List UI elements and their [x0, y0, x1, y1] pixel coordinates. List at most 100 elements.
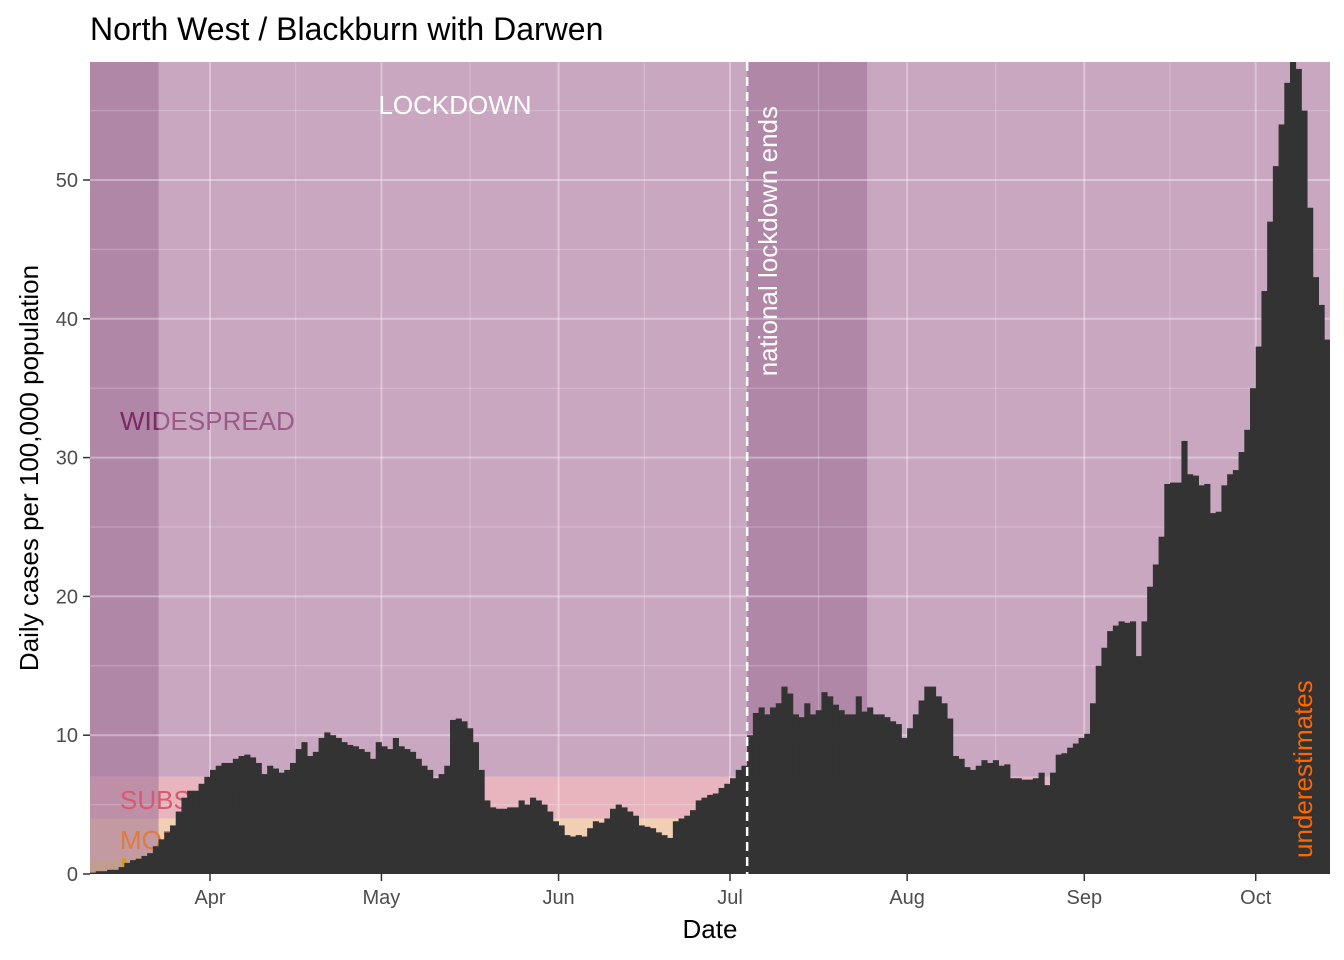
bar — [1118, 621, 1125, 874]
bar — [695, 800, 702, 874]
bar — [741, 765, 748, 874]
bar — [1244, 429, 1251, 874]
bar — [1055, 754, 1062, 874]
bar — [250, 757, 257, 874]
x-tick-label: Jun — [542, 887, 574, 909]
bar — [130, 860, 137, 874]
bar — [930, 686, 937, 874]
bar — [552, 821, 559, 874]
bar — [712, 793, 719, 874]
bar — [1301, 110, 1308, 874]
bar — [1318, 304, 1325, 874]
bar — [1130, 621, 1137, 874]
bar — [284, 769, 291, 874]
bar — [570, 836, 577, 874]
bar — [101, 871, 108, 874]
band-label-widespread-dark: WIDESPREAD — [120, 406, 295, 436]
bar — [655, 832, 662, 874]
bar — [907, 728, 914, 874]
bar — [547, 811, 554, 874]
bar — [455, 718, 462, 874]
bar — [175, 811, 182, 874]
bar — [1227, 474, 1234, 874]
bar — [1084, 733, 1091, 874]
bar — [1192, 475, 1199, 874]
bar — [701, 797, 708, 874]
bar — [490, 807, 497, 874]
bar — [1267, 221, 1274, 874]
bar — [758, 707, 765, 874]
bar — [324, 732, 331, 874]
bar — [827, 696, 834, 874]
bar — [227, 762, 234, 874]
bar — [147, 853, 154, 874]
bar — [735, 769, 742, 874]
bar — [575, 835, 582, 874]
daily-bars — [90, 62, 1330, 874]
bar — [1147, 586, 1154, 874]
bar — [1255, 346, 1262, 874]
bar — [335, 737, 342, 874]
bar — [844, 714, 851, 874]
bar — [387, 749, 394, 874]
bar — [621, 807, 628, 874]
bar — [895, 724, 902, 874]
bar — [1044, 785, 1051, 874]
bar — [1272, 166, 1279, 874]
bar — [1078, 737, 1085, 874]
bar — [1135, 656, 1142, 874]
bar — [1181, 440, 1188, 874]
bar — [404, 749, 411, 874]
bar — [992, 760, 999, 874]
bar — [798, 717, 805, 874]
lockdown-end-label: national lockdown ends — [753, 106, 783, 376]
bar — [644, 826, 651, 874]
bar — [872, 714, 879, 874]
bar — [952, 756, 959, 874]
bar — [210, 769, 217, 874]
bar — [330, 735, 337, 874]
bar — [1158, 536, 1165, 874]
bar — [141, 855, 148, 874]
plot-area: WIDESPREADSUBSTANTIALMODERATEMINORWIDESP… — [90, 62, 1330, 874]
bar — [941, 703, 948, 874]
underestimates-label: underestimates — [1288, 680, 1318, 858]
bar — [901, 737, 908, 874]
bar — [850, 714, 857, 874]
bar — [724, 783, 731, 874]
y-tick-label: 50 — [56, 170, 78, 192]
bar — [838, 710, 845, 874]
bar — [438, 774, 445, 874]
bar — [912, 714, 919, 874]
bar — [478, 769, 485, 874]
bar — [1238, 452, 1245, 874]
bar — [232, 758, 239, 874]
bar — [1170, 482, 1177, 874]
lockdown-label: LOCKDOWN — [378, 90, 531, 120]
bar — [924, 686, 931, 874]
bar — [632, 815, 639, 874]
bar — [667, 837, 674, 874]
bar — [832, 704, 839, 874]
bar — [244, 754, 251, 874]
bar — [507, 807, 514, 874]
bar — [421, 765, 428, 874]
bar — [392, 737, 399, 874]
bar — [341, 742, 348, 874]
bar — [1004, 764, 1011, 874]
bar — [295, 749, 302, 874]
bar — [541, 804, 548, 874]
bar — [512, 807, 519, 874]
bar — [987, 762, 994, 874]
x-tick-label: Aug — [889, 887, 925, 909]
bar — [1221, 485, 1228, 874]
bar — [1027, 779, 1034, 874]
x-tick-label: Sep — [1066, 887, 1102, 909]
bar — [638, 825, 645, 874]
bar — [804, 703, 811, 874]
bar — [312, 751, 319, 874]
bar — [124, 862, 131, 874]
bar — [307, 756, 314, 874]
bar — [958, 758, 965, 874]
bar — [730, 778, 737, 874]
